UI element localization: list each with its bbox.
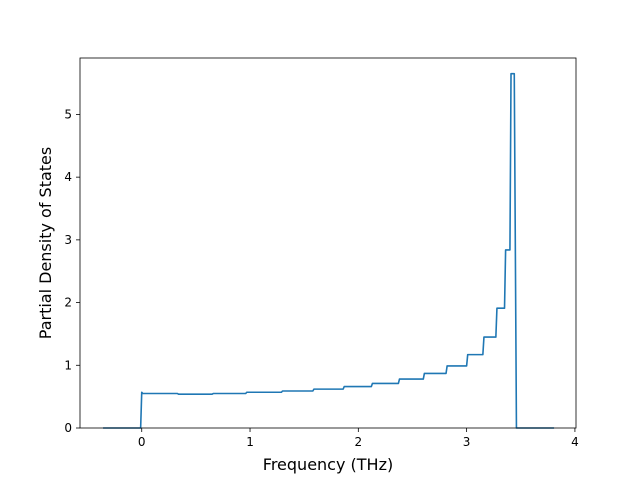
x-axis-label: Frequency (THz) (263, 455, 393, 474)
x-tick-label: 0 (138, 435, 146, 449)
y-tick-label: 5 (64, 107, 72, 121)
y-axis-ticks: 0 1 2 3 4 5 (64, 107, 80, 435)
x-tick-label: 1 (246, 435, 254, 449)
y-tick-label: 1 (64, 358, 72, 372)
y-tick-label: 0 (64, 421, 72, 435)
y-tick-label: 3 (64, 233, 72, 247)
x-tick-label: 2 (355, 435, 363, 449)
y-tick-label: 2 (64, 296, 72, 310)
y-axis-label: Partial Density of States (36, 147, 55, 339)
plot-area-background (80, 58, 576, 428)
x-axis-ticks: 0 1 2 3 4 (138, 428, 579, 449)
plot-frame (79, 57, 577, 429)
series-line (103, 72, 555, 429)
y-tick-label: 4 (64, 170, 72, 184)
x-tick-label: 3 (463, 435, 471, 449)
x-tick-label: 4 (571, 435, 579, 449)
